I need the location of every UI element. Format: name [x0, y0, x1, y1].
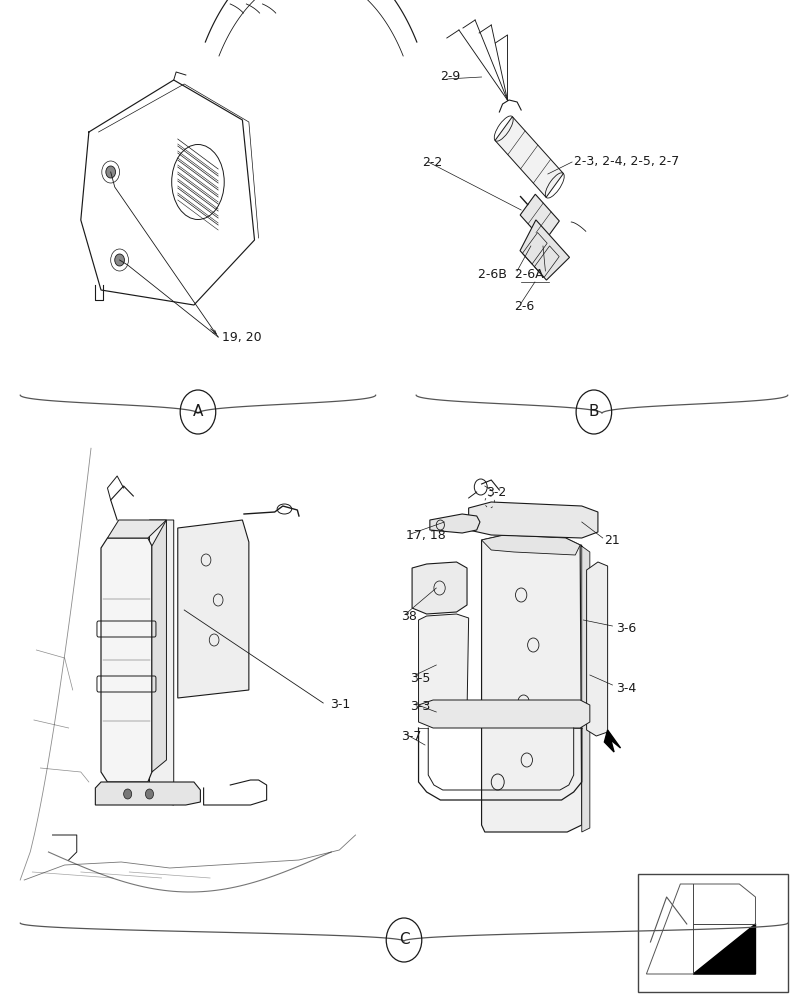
Text: 38: 38 — [401, 609, 417, 622]
Text: 2-6B  2-6A: 2-6B 2-6A — [478, 267, 544, 280]
Polygon shape — [419, 614, 469, 715]
Polygon shape — [412, 562, 467, 614]
Polygon shape — [495, 117, 563, 197]
Polygon shape — [107, 520, 166, 538]
Polygon shape — [95, 782, 200, 805]
Text: A: A — [193, 404, 203, 420]
Polygon shape — [604, 730, 621, 752]
Polygon shape — [520, 220, 570, 280]
Text: 3-7: 3-7 — [401, 730, 421, 742]
Polygon shape — [152, 520, 166, 772]
Text: 3-6: 3-6 — [616, 621, 636, 635]
Polygon shape — [469, 502, 598, 538]
Bar — [638, 874, 788, 992]
Text: 17, 18: 17, 18 — [406, 530, 445, 542]
Polygon shape — [178, 520, 249, 698]
Text: 2-9: 2-9 — [440, 70, 461, 83]
Text: B: B — [589, 404, 599, 420]
Text: 2-2: 2-2 — [422, 155, 442, 168]
Polygon shape — [101, 538, 152, 782]
Circle shape — [115, 254, 124, 266]
Polygon shape — [520, 194, 559, 242]
Polygon shape — [587, 562, 608, 736]
Text: 2-6: 2-6 — [514, 300, 534, 312]
Text: 3-3: 3-3 — [410, 700, 431, 712]
Circle shape — [145, 789, 154, 799]
Text: 19, 20: 19, 20 — [222, 332, 262, 344]
Text: 3-5: 3-5 — [410, 672, 431, 684]
Circle shape — [106, 166, 116, 178]
Polygon shape — [482, 535, 580, 555]
Polygon shape — [580, 545, 590, 832]
Text: 3-4: 3-4 — [616, 682, 636, 694]
Text: 3-2: 3-2 — [486, 486, 507, 498]
Polygon shape — [430, 514, 480, 533]
Text: 3-1: 3-1 — [330, 698, 350, 712]
Polygon shape — [149, 520, 174, 805]
Text: 2-3, 2-4, 2-5, 2-7: 2-3, 2-4, 2-5, 2-7 — [574, 155, 679, 168]
Polygon shape — [693, 924, 755, 974]
Polygon shape — [482, 535, 582, 832]
Polygon shape — [419, 700, 590, 728]
Text: C: C — [398, 932, 410, 948]
Text: 21: 21 — [604, 534, 620, 546]
Polygon shape — [646, 884, 755, 974]
Circle shape — [124, 789, 132, 799]
